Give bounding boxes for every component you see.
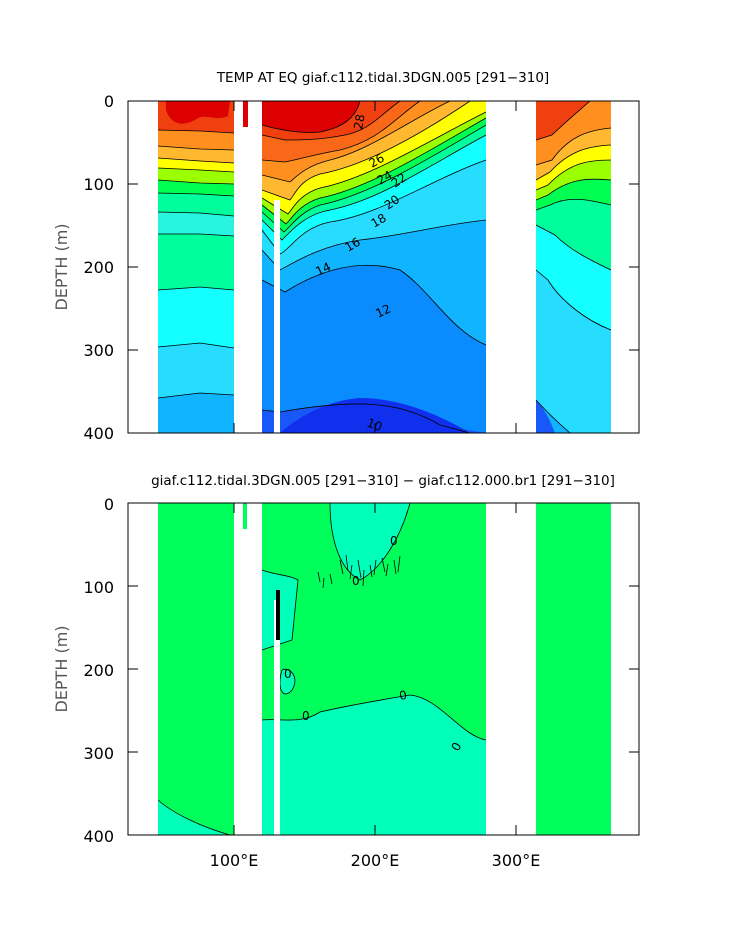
y-tick-label: 300 — [83, 341, 114, 360]
temp-y-ticks: 0 100 200 300 400 — [83, 92, 114, 443]
panel-difference: giaf.c112.tidal.3DGN.005 [291−310] − gia… — [52, 473, 640, 870]
contour-label: 28 — [351, 113, 367, 130]
contour-label: 0 — [398, 688, 408, 703]
diff-contours — [157, 503, 487, 835]
panel-temperature-title: TEMP AT EQ giaf.c112.tidal.3DGN.005 [291… — [216, 70, 549, 86]
contour-label: 24 — [375, 168, 395, 188]
y-tick-label: 300 — [83, 744, 114, 763]
y-tick-label: 100 — [83, 578, 114, 597]
x-tick-label: 300°E — [492, 851, 541, 870]
y-tick-label: 0 — [104, 92, 114, 111]
contour-label: 0 — [284, 667, 292, 681]
diff-x-ticks: 100°E 200°E 300°E — [210, 851, 541, 870]
contour-label: 26 — [367, 151, 387, 171]
y-tick-label: 100 — [83, 175, 114, 194]
x-tick-label: 100°E — [210, 851, 259, 870]
temp-land-1 — [234, 101, 262, 433]
diff-land-2 — [274, 600, 280, 835]
panel-temperature-ylabel: DEPTH (m) — [52, 223, 71, 310]
panel-difference-title: giaf.c112.tidal.3DGN.005 [291−310] − gia… — [151, 473, 615, 489]
temp-land-3 — [486, 101, 536, 433]
diff-island — [243, 503, 247, 529]
diff-land-1 — [234, 503, 262, 835]
temperature-field — [128, 101, 639, 433]
diff-land-3 — [486, 503, 536, 835]
contour-label: 14 — [313, 260, 333, 279]
panel-temperature: TEMP AT EQ giaf.c112.tidal.3DGN.005 [291… — [52, 70, 640, 443]
temp-tick-marks — [128, 100, 639, 433]
contour-label: 0 — [352, 574, 360, 588]
temp-band-coldest-e — [536, 400, 555, 433]
temp-band-e9 — [536, 101, 590, 140]
temp-band-w13 — [166, 101, 230, 124]
temp-island — [243, 101, 248, 127]
diff-neg-region-deep — [262, 695, 486, 835]
diff-tick-marks — [128, 503, 639, 835]
y-tick-label: 0 — [104, 495, 114, 514]
contour-label: 12 — [373, 302, 393, 321]
contour-label: 0 — [302, 709, 310, 723]
temp-band-coldest — [280, 398, 470, 433]
diff-neg-region-coast2 — [279, 669, 295, 694]
diff-coast-strip — [276, 590, 280, 640]
contour-label: 18 — [369, 211, 389, 231]
diff-neg-region-west — [158, 800, 230, 835]
difference-field — [128, 503, 639, 835]
temp-land-2 — [274, 200, 280, 433]
y-tick-label: 400 — [83, 827, 114, 846]
diff-y-ticks: 0 100 200 300 400 — [83, 495, 114, 846]
panel-difference-ylabel: DEPTH (m) — [52, 625, 71, 712]
contour-label: 0 — [390, 534, 398, 548]
temp-contours — [157, 101, 612, 433]
y-tick-label: 200 — [83, 258, 114, 277]
x-tick-label: 200°E — [351, 851, 400, 870]
contour-label: 16 — [343, 235, 363, 255]
temp-band-c13 — [262, 101, 360, 133]
diff-neg-region-upper — [330, 503, 410, 580]
y-tick-label: 200 — [83, 661, 114, 680]
y-tick-label: 400 — [83, 424, 114, 443]
